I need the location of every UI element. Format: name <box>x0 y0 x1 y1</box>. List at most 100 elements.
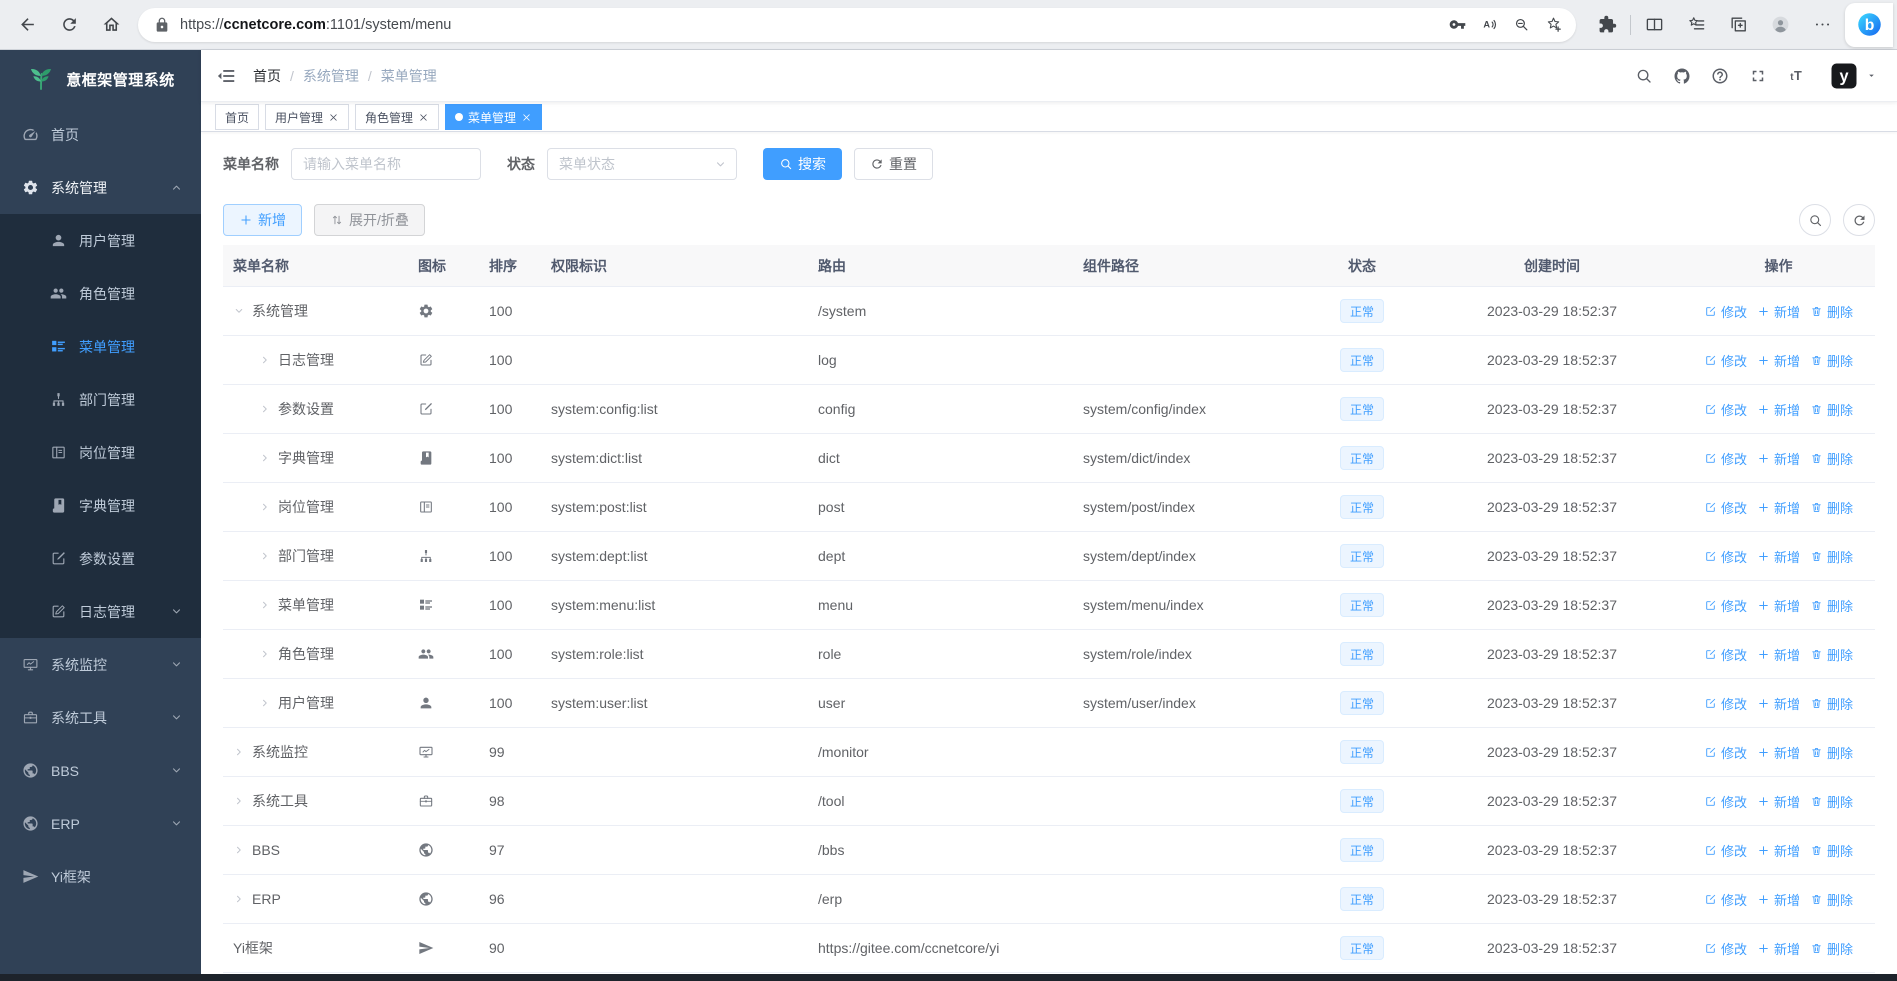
sidebar-item-参数设置[interactable]: 参数设置 <box>0 532 201 585</box>
site-security-button[interactable] <box>148 11 176 39</box>
tab-角色管理[interactable]: 角色管理 <box>355 104 440 130</box>
zoom-out-button[interactable] <box>1506 10 1536 40</box>
sidebar-item-ERP[interactable]: ERP <box>0 797 201 850</box>
tab-首页[interactable]: 首页 <box>215 104 260 130</box>
sidebar-collapse-button[interactable] <box>215 65 237 87</box>
show-search-button[interactable] <box>1799 204 1831 236</box>
row-delete-link[interactable]: 删除 <box>1810 645 1853 664</box>
row-edit-link[interactable]: 修改 <box>1704 400 1747 419</box>
row-delete-link[interactable]: 删除 <box>1810 351 1853 370</box>
tab-close-icon[interactable] <box>328 112 339 123</box>
reload-button[interactable] <box>52 8 86 42</box>
row-delete-link[interactable]: 删除 <box>1810 449 1853 468</box>
row-edit-link[interactable]: 修改 <box>1704 596 1747 615</box>
row-edit-link[interactable]: 修改 <box>1704 939 1747 958</box>
row-expand-icon[interactable] <box>259 648 271 660</box>
row-edit-link[interactable]: 修改 <box>1704 694 1747 713</box>
row-add-link[interactable]: 新增 <box>1757 743 1800 762</box>
row-delete-link[interactable]: 删除 <box>1810 890 1853 909</box>
row-edit-link[interactable]: 修改 <box>1704 351 1747 370</box>
row-expand-icon[interactable] <box>259 550 271 562</box>
row-delete-link[interactable]: 删除 <box>1810 498 1853 517</box>
row-expand-icon[interactable] <box>233 795 245 807</box>
row-expand-icon[interactable] <box>259 403 271 415</box>
extensions-button[interactable] <box>1590 8 1624 42</box>
row-add-link[interactable]: 新增 <box>1757 351 1800 370</box>
back-button[interactable] <box>10 8 44 42</box>
row-add-link[interactable]: 新增 <box>1757 449 1800 468</box>
favorites-button[interactable] <box>1679 8 1713 42</box>
sidebar-item-系统监控[interactable]: 系统监控 <box>0 638 201 691</box>
row-delete-link[interactable]: 删除 <box>1810 596 1853 615</box>
copilot-button[interactable]: b <box>1845 2 1893 47</box>
row-delete-link[interactable]: 删除 <box>1810 841 1853 860</box>
sidebar-item-角色管理[interactable]: 角色管理 <box>0 267 201 320</box>
row-edit-link[interactable]: 修改 <box>1704 792 1747 811</box>
row-delete-link[interactable]: 删除 <box>1810 939 1853 958</box>
user-menu[interactable]: y <box>1829 61 1877 91</box>
menu-name-input[interactable] <box>291 148 481 180</box>
row-delete-link[interactable]: 删除 <box>1810 792 1853 811</box>
profile-button[interactable] <box>1763 8 1797 42</box>
github-button[interactable] <box>1667 61 1697 91</box>
sidebar-item-岗位管理[interactable]: 岗位管理 <box>0 426 201 479</box>
status-select[interactable]: 菜单状态 <box>547 148 737 180</box>
expand-collapse-button[interactable]: 展开/折叠 <box>314 204 425 236</box>
sidebar-item-用户管理[interactable]: 用户管理 <box>0 214 201 267</box>
fullscreen-button[interactable] <box>1743 61 1773 91</box>
sidebar-item-部门管理[interactable]: 部门管理 <box>0 373 201 426</box>
home-button[interactable] <box>94 8 128 42</box>
row-expand-icon[interactable] <box>233 746 245 758</box>
row-edit-link[interactable]: 修改 <box>1704 841 1747 860</box>
tab-菜单管理[interactable]: 菜单管理 <box>445 104 543 130</box>
row-add-link[interactable]: 新增 <box>1757 498 1800 517</box>
sidebar-item-菜单管理[interactable]: 菜单管理 <box>0 320 201 373</box>
search-button[interactable] <box>1629 61 1659 91</box>
row-expand-icon[interactable] <box>233 305 245 317</box>
help-button[interactable] <box>1705 61 1735 91</box>
row-edit-link[interactable]: 修改 <box>1704 302 1747 321</box>
row-expand-icon[interactable] <box>259 452 271 464</box>
row-edit-link[interactable]: 修改 <box>1704 449 1747 468</box>
row-edit-link[interactable]: 修改 <box>1704 890 1747 909</box>
collections-button[interactable] <box>1721 8 1755 42</box>
more-button[interactable] <box>1805 8 1839 42</box>
row-expand-icon[interactable] <box>233 844 245 856</box>
address-bar[interactable]: https://ccnetcore.com:1101/system/menu A <box>138 7 1576 42</box>
row-edit-link[interactable]: 修改 <box>1704 547 1747 566</box>
row-edit-link[interactable]: 修改 <box>1704 743 1747 762</box>
row-add-link[interactable]: 新增 <box>1757 792 1800 811</box>
breadcrumb-item[interactable]: 首页 <box>253 67 281 84</box>
row-edit-link[interactable]: 修改 <box>1704 498 1747 517</box>
sidebar-item-系统管理[interactable]: 系统管理 <box>0 161 201 214</box>
row-edit-link[interactable]: 修改 <box>1704 645 1747 664</box>
row-delete-link[interactable]: 删除 <box>1810 694 1853 713</box>
row-add-link[interactable]: 新增 <box>1757 939 1800 958</box>
sidebar-item-字典管理[interactable]: 字典管理 <box>0 479 201 532</box>
row-add-link[interactable]: 新增 <box>1757 694 1800 713</box>
row-expand-icon[interactable] <box>259 354 271 366</box>
row-expand-icon[interactable] <box>259 501 271 513</box>
sidebar-item-BBS[interactable]: BBS <box>0 744 201 797</box>
row-expand-icon[interactable] <box>259 697 271 709</box>
add-button[interactable]: 新增 <box>223 204 302 236</box>
row-delete-link[interactable]: 删除 <box>1810 547 1853 566</box>
refresh-table-button[interactable] <box>1843 204 1875 236</box>
tab-用户管理[interactable]: 用户管理 <box>265 104 350 130</box>
row-delete-link[interactable]: 删除 <box>1810 302 1853 321</box>
sidebar-item-Yi框架[interactable]: Yi框架 <box>0 850 201 903</box>
sidebar-item-系统工具[interactable]: 系统工具 <box>0 691 201 744</box>
reset-button[interactable]: 重置 <box>854 148 933 180</box>
row-add-link[interactable]: 新增 <box>1757 400 1800 419</box>
sidebar-item-首页[interactable]: 首页 <box>0 108 201 161</box>
favorite-add-button[interactable] <box>1538 10 1568 40</box>
row-delete-link[interactable]: 删除 <box>1810 743 1853 762</box>
tab-close-icon[interactable] <box>418 112 429 123</box>
tab-close-icon[interactable] <box>521 112 532 123</box>
breadcrumb-item[interactable]: 系统管理 <box>302 67 359 84</box>
row-add-link[interactable]: 新增 <box>1757 547 1800 566</box>
split-screen-button[interactable] <box>1637 8 1671 42</box>
row-add-link[interactable]: 新增 <box>1757 645 1800 664</box>
row-expand-icon[interactable] <box>233 893 245 905</box>
